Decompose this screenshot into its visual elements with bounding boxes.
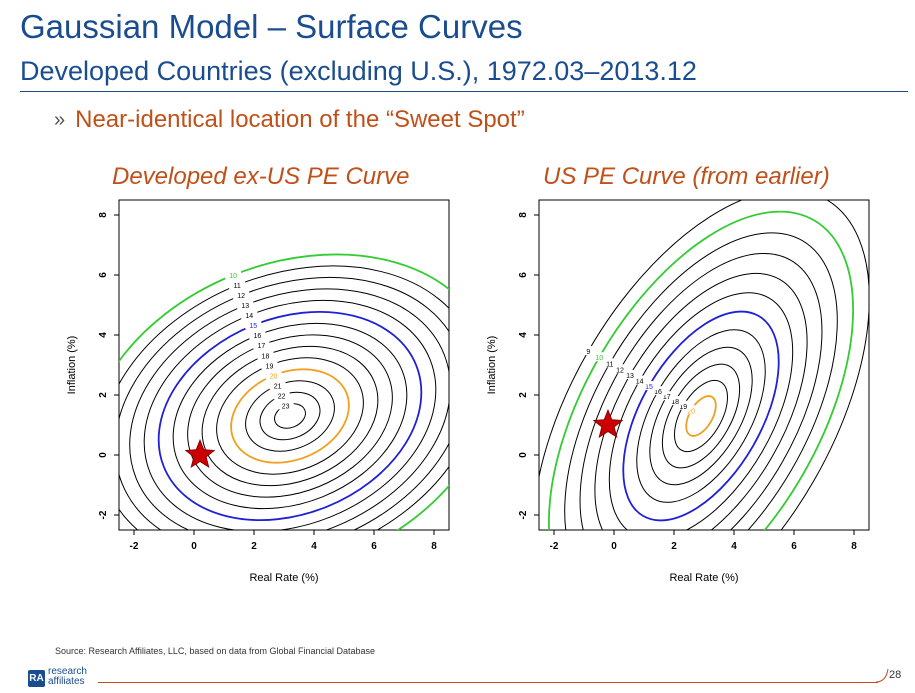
- y-tick-label: 4: [518, 332, 529, 338]
- contour-label-21: 21: [274, 383, 282, 390]
- y-tick-label: 8: [518, 212, 529, 218]
- contour-line-15: [622, 310, 780, 522]
- x-tick-label: 0: [611, 541, 617, 552]
- contour-label-12: 12: [616, 367, 624, 374]
- slide-title: Gaussian Model – Surface Curves: [20, 8, 523, 45]
- contour-label-23: 23: [282, 403, 290, 410]
- y-axis-label: Inflation (%): [66, 336, 78, 395]
- y-tick-label: 8: [98, 212, 109, 218]
- contour-label-16: 16: [253, 333, 261, 340]
- plot-frame: [538, 199, 870, 531]
- contour-label-22: 22: [278, 393, 286, 400]
- contour-line-20: [685, 395, 717, 437]
- research-affiliates-logo: RA research affiliates: [28, 667, 100, 691]
- contour-label-18: 18: [262, 353, 270, 360]
- x-axis-label: Real Rate (%): [249, 572, 318, 584]
- chart-title-developed: Developed ex-US PE Curve: [112, 163, 410, 190]
- y-tick-label: 0: [98, 452, 109, 458]
- contour-line-10: [548, 210, 854, 530]
- x-tick-label: 0: [191, 541, 197, 552]
- contour-label-20: 20: [270, 373, 278, 380]
- contour-line-12: [579, 252, 823, 530]
- contour-label-12: 12: [237, 293, 245, 300]
- contour-label-17: 17: [258, 343, 266, 350]
- y-tick-label: 4: [98, 332, 109, 338]
- title-divider: [20, 91, 908, 92]
- y-tick-label: 2: [98, 392, 109, 398]
- contour-line-16: [172, 322, 408, 510]
- page-number: 28: [889, 669, 902, 681]
- slide-subtitle: Developed Countries (excluding U.S.), 19…: [20, 56, 697, 86]
- y-tick-label: -2: [518, 510, 529, 519]
- contour-label-14: 14: [245, 313, 253, 320]
- contour-label-18: 18: [671, 399, 679, 406]
- contour-label-15: 15: [249, 323, 257, 330]
- contour-chart-developed: 23 22 21 20 19 18 17 16 15 14 13 12 11 10 -2 0 2 4 6 8 -2 0 2 4…: [66, 199, 450, 584]
- contour-line-17: [187, 334, 393, 498]
- contour-line-13: [594, 272, 808, 530]
- x-tick-label: -2: [130, 541, 139, 552]
- contour-line-21: [245, 380, 335, 452]
- y-tick-label: 0: [518, 452, 529, 458]
- contour-line-22: [259, 391, 321, 441]
- contour-line-19: [674, 379, 728, 453]
- contour-label-20: 20: [687, 408, 695, 415]
- contour-line-19: [216, 357, 364, 475]
- contour-label-14: 14: [636, 379, 644, 386]
- x-tick-label: 2: [251, 541, 257, 552]
- contour-label-11: 11: [606, 361, 613, 368]
- y-tick-label: -2: [98, 510, 109, 519]
- logo-mark-icon: RA: [28, 670, 45, 687]
- contour-label-19: 19: [679, 404, 687, 411]
- contour-line-20: [230, 368, 350, 464]
- contour-line-10: [119, 253, 449, 530]
- y-tick-label: 2: [518, 392, 529, 398]
- x-tick-label: 6: [371, 541, 377, 552]
- footer-divider: [98, 682, 878, 683]
- logo-text-line1: research: [48, 666, 87, 677]
- contour-label-19: 19: [266, 363, 274, 370]
- x-axis-label: Real Rate (%): [669, 572, 738, 584]
- contour-label-11: 11: [233, 283, 240, 290]
- contour-line-13: [129, 288, 449, 530]
- y-axis-label: Inflation (%): [486, 336, 498, 395]
- y-tick-label: 6: [98, 272, 109, 278]
- x-tick-label: 2: [671, 541, 677, 552]
- x-tick-label: 4: [731, 541, 737, 552]
- contour-label-13: 13: [626, 373, 634, 380]
- contour-line-16: [636, 329, 766, 503]
- source-note: Source: Research Affiliates, LLC, based …: [55, 646, 376, 656]
- bullet-text: Near-identical location of the “Sweet Sp…: [75, 106, 525, 133]
- x-tick-label: -2: [550, 541, 559, 552]
- y-tick-label: 6: [518, 272, 529, 278]
- contour-label-10: 10: [229, 273, 237, 280]
- contour-label-17: 17: [663, 394, 671, 401]
- sweet-spot-star-icon: [592, 408, 624, 438]
- logo-text-line2: affiliates: [48, 676, 85, 687]
- sweet-spot-star-icon: [184, 438, 216, 468]
- contour-label-9: 9: [586, 349, 590, 356]
- contour-label-16: 16: [654, 389, 662, 396]
- contour-label-10: 10: [595, 355, 603, 362]
- contour-label-15: 15: [645, 384, 653, 391]
- x-tick-label: 4: [311, 541, 317, 552]
- contour-line-14: [143, 299, 437, 530]
- x-tick-label: 6: [791, 541, 797, 552]
- contour-label-13: 13: [241, 303, 249, 310]
- contour-line-18: [661, 363, 741, 469]
- x-tick-label: 8: [431, 541, 437, 552]
- x-tick-label: 8: [851, 541, 857, 552]
- footer-corner-curve: [876, 668, 889, 683]
- bullet-point: » Near-identical location of the “Sweet S…: [54, 106, 525, 134]
- contour-line-11: [119, 265, 449, 530]
- chart-title-us: US PE Curve (from earlier): [543, 163, 830, 190]
- contour-line-17: [649, 346, 753, 486]
- bullet-marker: »: [54, 109, 66, 131]
